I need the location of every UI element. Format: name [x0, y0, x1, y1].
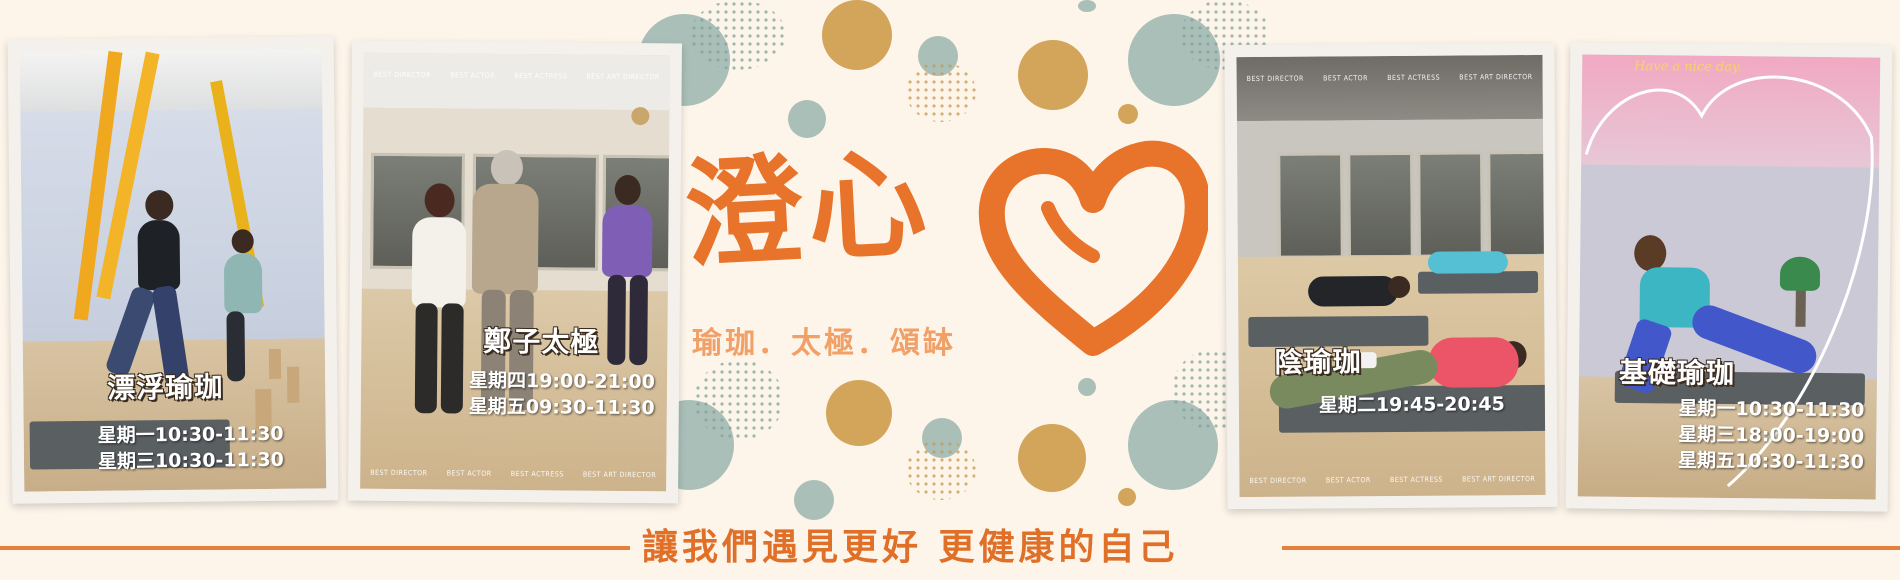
- class-schedule: 星期一10:30-11:30 星期三18:00-19:00 星期五10:30-1…: [1678, 395, 1865, 475]
- outline-heart-icon: [1584, 75, 1874, 488]
- credit-text: BEST DIRECTOR: [1249, 476, 1307, 485]
- decor-dot: [1118, 104, 1138, 124]
- decor-speckle: [694, 360, 784, 440]
- decor-dot: [1118, 488, 1136, 506]
- decor-speckle: [690, 0, 786, 70]
- credit-text: BEST DIRECTOR: [370, 468, 428, 478]
- decor-dot: [788, 100, 826, 138]
- schedule-line: 星期四19:00-21:00: [468, 369, 655, 394]
- decor-dot: [1078, 378, 1096, 396]
- class-photo: BEST DIRECTOR BEST ACTOR BEST ACTRESS BE…: [1236, 54, 1546, 498]
- decor-speckle: [906, 62, 976, 122]
- class-card-tai-chi: BEST DIRECTOR BEST ACTOR BEST ACTRESS BE…: [347, 40, 683, 504]
- schedule-line: 星期五10:30-11:30: [1677, 449, 1865, 474]
- credit-text: BEST ACTOR: [450, 71, 496, 80]
- decor-dot: [1018, 40, 1088, 110]
- divider-right: [1282, 546, 1900, 550]
- schedule-line: 星期三10:30-11:30: [97, 448, 284, 473]
- credit-text: BEST ART DIRECTOR: [1459, 73, 1533, 82]
- decor-dot: [1078, 0, 1096, 12]
- credit-text: BEST DIRECTOR: [373, 70, 432, 80]
- credit-text: BEST ACTOR: [1325, 476, 1371, 485]
- class-photo: Have a nice day. 基礎瑜珈 星期一10:30-11:30 星期三…: [1577, 54, 1881, 500]
- credit-text: BEST ART DIRECTOR: [582, 470, 657, 480]
- class-name: 陰瑜珈: [1274, 340, 1361, 381]
- class-schedule: 星期二19:45-20:45: [1319, 391, 1505, 418]
- schedule-line: 星期一10:30-11:30: [97, 422, 284, 447]
- credit-text: BEST ART DIRECTOR: [1462, 474, 1536, 484]
- tagline-bar: 讓我們遇見更好 更健康的自己: [0, 518, 1900, 568]
- decor-speckle: [906, 440, 976, 500]
- decor-dot: [1018, 424, 1086, 492]
- schedule-line: 星期三18:00-19:00: [1678, 423, 1865, 448]
- schedule-line: 星期一10:30-11:30: [1678, 397, 1865, 422]
- brand-title: 澄心: [680, 132, 936, 285]
- class-card-aerial-yoga: 漂浮瑜珈 星期一10:30-11:30 星期三10:30-11:30: [7, 36, 339, 504]
- credit-text: BEST DIRECTOR: [1246, 74, 1304, 84]
- decor-dot: [794, 480, 834, 520]
- class-name: 基礎瑜珈: [1619, 351, 1735, 392]
- credit-text: BEST ART DIRECTOR: [586, 72, 660, 82]
- credit-text: BEST ACTOR: [446, 469, 492, 478]
- brush-heart-icon: [978, 140, 1208, 356]
- class-photo: BEST DIRECTOR BEST ACTOR BEST ACTRESS BE…: [360, 52, 670, 492]
- class-card-basic-yoga: Have a nice day. 基礎瑜珈 星期一10:30-11:30 星期三…: [1565, 42, 1893, 512]
- credit-text: BEST ACTRESS: [514, 71, 568, 81]
- decor-dot: [826, 380, 892, 446]
- clock-icon: [631, 107, 650, 126]
- credit-text: BEST ACTRESS: [1389, 475, 1443, 485]
- class-name: 漂浮瑜珈: [107, 365, 223, 406]
- credit-text: BEST ACTOR: [1323, 74, 1369, 83]
- class-schedule: 星期一10:30-11:30 星期三10:30-11:30: [98, 421, 284, 475]
- schedule-line: 星期二19:45-20:45: [1318, 393, 1505, 417]
- class-card-yin-yoga: BEST DIRECTOR BEST ACTOR BEST ACTRESS BE…: [1224, 42, 1558, 510]
- class-schedule: 星期四19:00-21:00 星期五09:30-11:30: [469, 368, 655, 422]
- divider-left: [0, 546, 630, 550]
- class-name: 鄭子太極: [483, 320, 599, 361]
- decor-dot: [822, 0, 892, 70]
- tagline-text: 讓我們遇見更好 更健康的自己: [642, 527, 1179, 568]
- schedule-line: 星期五09:30-11:30: [468, 395, 655, 420]
- credit-text: BEST ACTRESS: [510, 469, 564, 479]
- class-photo: 漂浮瑜珈 星期一10:30-11:30 星期三10:30-11:30: [19, 48, 327, 492]
- credit-text: BEST ACTRESS: [1387, 73, 1441, 83]
- brand-subtitle: 瑜珈．太極．頌缽: [692, 326, 956, 361]
